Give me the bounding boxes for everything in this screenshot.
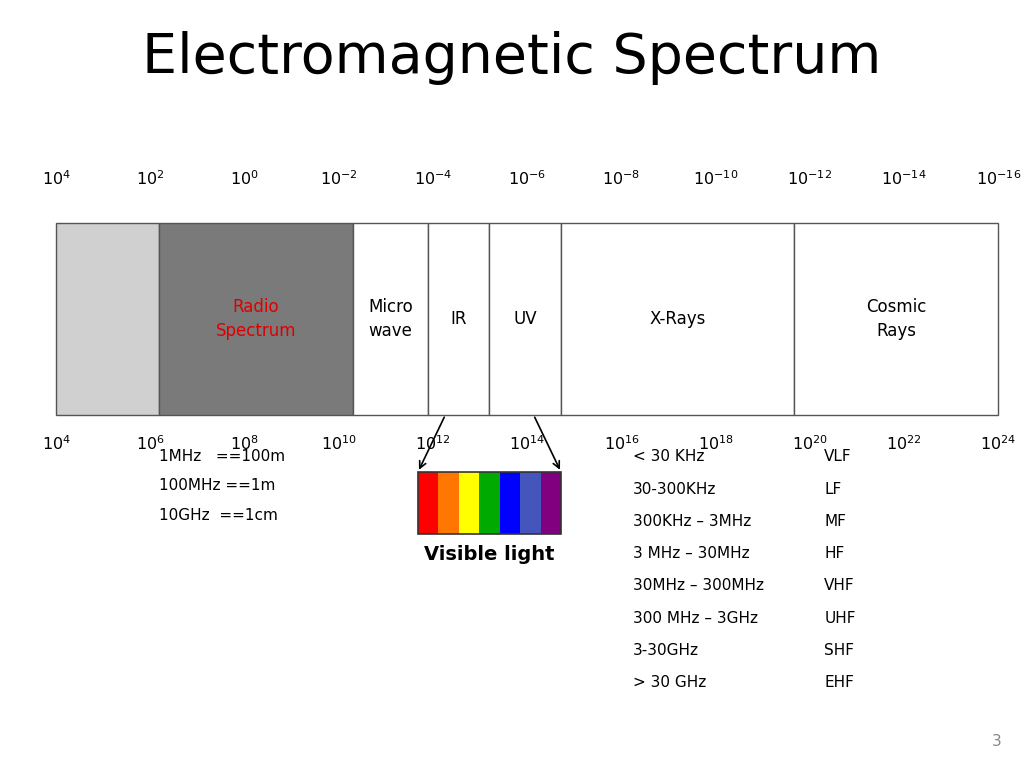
Text: MF: MF [824, 514, 846, 529]
Bar [459, 472, 479, 534]
Text: Visible light: Visible light [424, 545, 555, 564]
Text: LF: LF [824, 482, 842, 497]
Text: $10^{-6}$: $10^{-6}$ [508, 170, 547, 188]
Text: $10^{0}$: $10^{0}$ [230, 170, 259, 188]
Text: 30-300KHz: 30-300KHz [633, 482, 716, 497]
Bar [56, 223, 159, 415]
Bar [541, 472, 561, 534]
Text: $10^{-10}$: $10^{-10}$ [693, 170, 738, 188]
Text: $10^{4}$: $10^{4}$ [42, 170, 71, 188]
Text: VHF: VHF [824, 578, 855, 594]
Bar [794, 223, 998, 415]
Text: $10^{20}$: $10^{20}$ [792, 434, 828, 452]
Bar [489, 223, 561, 415]
Text: 300 MHz – 3GHz: 300 MHz – 3GHz [633, 611, 758, 626]
Text: 10GHz  ==1cm: 10GHz ==1cm [159, 508, 278, 523]
Text: 3-30GHz: 3-30GHz [633, 643, 698, 658]
Text: $10^{-2}$: $10^{-2}$ [321, 170, 357, 188]
Text: Radio
Spectrum: Radio Spectrum [216, 298, 296, 339]
Text: UHF: UHF [824, 611, 856, 626]
Text: $10^{16}$: $10^{16}$ [603, 434, 640, 452]
Text: HF: HF [824, 546, 845, 561]
Text: Micro
wave: Micro wave [369, 298, 413, 339]
Text: $10^{2}$: $10^{2}$ [136, 170, 165, 188]
Text: $10^{-8}$: $10^{-8}$ [602, 170, 641, 188]
Bar [500, 472, 520, 534]
Bar [561, 223, 794, 415]
Text: $10^{8}$: $10^{8}$ [230, 434, 259, 452]
Bar [479, 472, 500, 534]
Text: VLF: VLF [824, 449, 852, 465]
Text: $10^{6}$: $10^{6}$ [136, 434, 165, 452]
Bar [438, 472, 459, 534]
Text: 3: 3 [991, 733, 1001, 749]
Text: 3 MHz – 30MHz: 3 MHz – 30MHz [633, 546, 750, 561]
Text: SHF: SHF [824, 643, 854, 658]
Text: $10^{-14}$: $10^{-14}$ [882, 170, 927, 188]
Text: $10^{12}$: $10^{12}$ [416, 434, 451, 452]
Text: X-Rays: X-Rays [649, 310, 706, 328]
Text: UV: UV [513, 310, 538, 328]
Text: $10^{-16}$: $10^{-16}$ [976, 170, 1021, 188]
Text: $10^{22}$: $10^{22}$ [887, 434, 922, 452]
Bar [159, 223, 353, 415]
Text: $10^{14}$: $10^{14}$ [509, 434, 546, 452]
Text: < 30 KHz: < 30 KHz [633, 449, 705, 465]
Bar [353, 223, 428, 415]
Text: 100MHz ==1m: 100MHz ==1m [159, 478, 275, 494]
Text: $10^{24}$: $10^{24}$ [980, 434, 1017, 452]
Text: IR: IR [451, 310, 467, 328]
Text: $10^{-4}$: $10^{-4}$ [414, 170, 453, 188]
Bar [418, 472, 561, 534]
Text: 30MHz – 300MHz: 30MHz – 300MHz [633, 578, 764, 594]
Bar [428, 223, 489, 415]
Text: $10^{-12}$: $10^{-12}$ [787, 170, 833, 188]
Text: > 30 GHz: > 30 GHz [633, 675, 707, 690]
Bar [520, 472, 541, 534]
Text: Electromagnetic Spectrum: Electromagnetic Spectrum [142, 31, 882, 84]
Text: 300KHz – 3MHz: 300KHz – 3MHz [633, 514, 751, 529]
Text: $10^{10}$: $10^{10}$ [321, 434, 357, 452]
Text: Cosmic
Rays: Cosmic Rays [866, 298, 926, 339]
Bar [418, 472, 438, 534]
Text: EHF: EHF [824, 675, 854, 690]
Text: $10^{18}$: $10^{18}$ [697, 434, 734, 452]
Text: 1MHz   ==100m: 1MHz ==100m [159, 449, 285, 465]
Text: $10^{4}$: $10^{4}$ [42, 434, 71, 452]
